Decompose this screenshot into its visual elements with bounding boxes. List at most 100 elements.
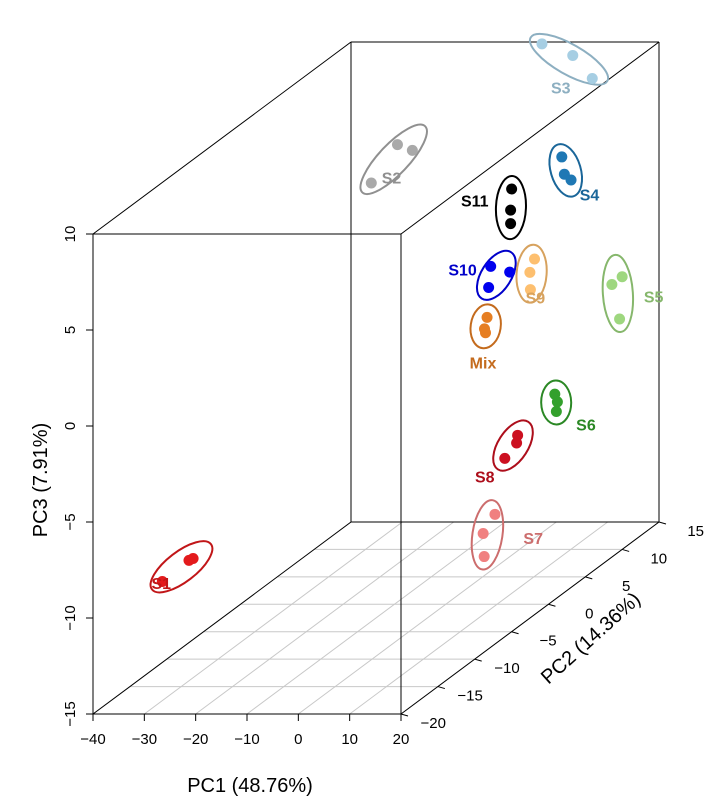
x-tick-label: −30 [132,731,157,748]
group-s10: S10 [448,249,517,301]
data-point [406,144,418,156]
group-ellipse [540,379,573,426]
z-tick-label: −10 [62,605,79,630]
data-point [586,72,598,84]
box-edge [400,41,660,235]
group-s4: S4 [548,143,600,204]
group-s5: S5 [601,253,664,334]
group-label: S8 [475,470,495,487]
y-tick-label: 15 [687,523,704,540]
group-label: S3 [551,80,571,97]
data-point [551,396,563,408]
floor-grid-line-x [246,521,506,715]
group-s9: S9 [515,243,548,308]
floor-grid-line-x [144,521,403,715]
group-s11: S11 [461,175,527,241]
floor-grid-line-x [349,521,608,715]
data-point [606,278,618,290]
data-point [511,437,523,449]
data-point [480,327,492,339]
group-ellipse [475,249,517,301]
z-tick-label: −5 [62,513,79,530]
z-axis-label: PC3 (7.91%) [30,423,52,538]
y-tick-mark [548,603,556,607]
group-ellipse [515,243,548,304]
y-tick-label: −5 [539,633,556,650]
group-ellipse [601,253,635,334]
x-tick-label: −40 [80,731,105,748]
box-edge [400,521,660,715]
x-tick-label: 20 [393,731,410,748]
data-point [489,508,501,520]
bounding-box [92,41,660,715]
group-ellipse [470,499,505,571]
data-point [505,204,517,216]
data-point [565,174,577,186]
group-s3: S3 [528,32,610,97]
data-point [524,266,536,278]
group-label: S2 [382,170,402,187]
data-point [478,551,490,563]
group-ellipse [494,175,527,241]
data-point [556,151,568,163]
box-edge [92,41,352,235]
data-point [485,260,497,272]
data-point [616,271,628,283]
data-point [477,528,489,540]
y-tick-mark [437,686,445,690]
group-mix: Mix [469,303,502,372]
data-point [365,177,377,189]
y-tick-mark [511,631,519,635]
data-point [529,253,541,265]
group-label: S9 [526,291,546,308]
x-axis-label: PC1 (48.76%) [187,775,313,797]
floor-grid [92,521,660,715]
x-tick-label: 0 [294,731,302,748]
z-tick-label: −15 [62,701,79,726]
y-tick-label: −15 [457,688,482,705]
y-tick-label: 0 [585,605,593,622]
group-label: S4 [580,187,600,204]
group-s8: S8 [475,419,534,487]
x-tick-label: −10 [234,731,259,748]
data-point [187,552,199,564]
group-s7: S7 [470,499,543,571]
y-tick-mark [622,548,630,552]
data-point [391,139,403,151]
group-label: S6 [576,418,596,435]
x-tick-label: 10 [341,731,358,748]
group-label: S5 [644,289,664,306]
box-edge [92,521,352,715]
z-tick-label: 5 [62,326,79,334]
y-tick-mark [474,658,482,662]
data-point [567,49,579,61]
y-tick-mark [400,713,409,717]
y-tick-label: 5 [622,578,630,595]
data-point [505,218,517,230]
group-ellipse [548,143,584,198]
group-s1: S1 [149,540,214,594]
data-point [524,284,536,296]
group-label: S1 [151,576,171,593]
group-label: S10 [448,262,477,279]
data-point [499,452,511,464]
data-point [506,183,518,195]
group-s6: S6 [540,379,596,435]
group-ellipse [492,419,534,472]
y-tick-label: −20 [421,715,446,732]
axis-ticks: −40 −30 −20 −10 0 10 20 −15 −10 −5 0 5 10 −20 −15 −10 −5… [62,226,704,748]
group-ellipse [469,303,502,350]
y-tick-label: 10 [650,550,667,567]
floor-grid-line-x [195,521,454,715]
y-tick-mark [585,576,593,580]
y-tick-mark [658,521,667,525]
group-label: S7 [523,531,543,548]
group-label: S11 [461,194,489,211]
x-tick-label: −20 [183,731,208,748]
sample-groups: S1 S2 S3 S4 S11 S10 S9 S5 Mix S6 S8 S7 [149,32,664,594]
group-label: Mix [470,355,497,372]
z-tick-label: 10 [62,226,79,243]
group-s2: S2 [359,123,428,195]
data-point [504,266,516,278]
